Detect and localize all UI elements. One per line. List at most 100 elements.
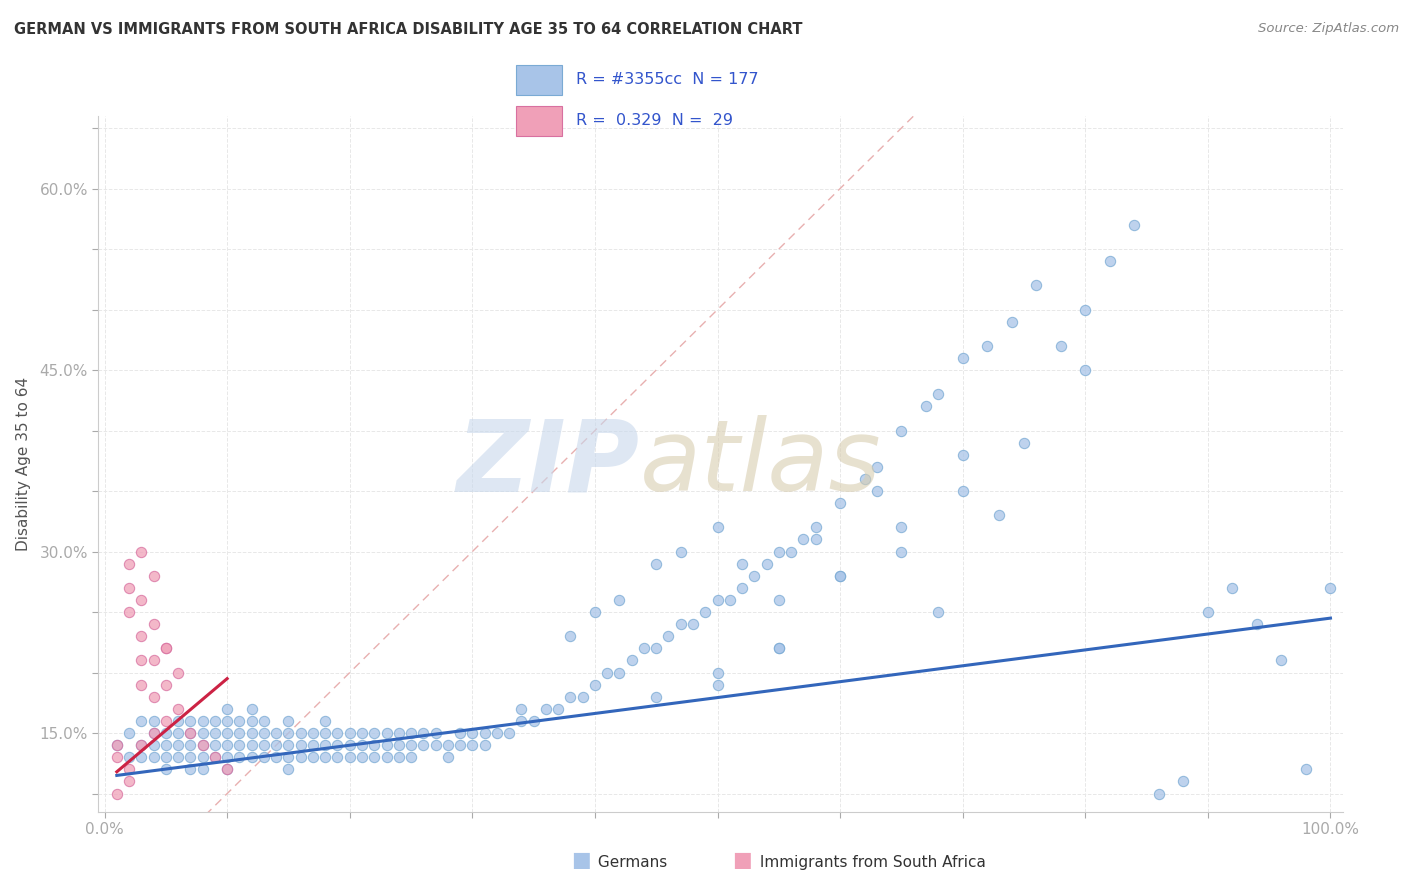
Text: ■: ■ (571, 850, 591, 870)
Point (191, 750, 214, 764)
Point (339, 750, 361, 764)
Point (596, 665, 619, 680)
Point (314, 714, 336, 728)
Point (768, 593, 790, 607)
Point (952, 484, 974, 499)
Point (399, 738, 422, 752)
Point (375, 738, 398, 752)
Point (645, 690, 668, 704)
Point (547, 702, 569, 716)
Text: Immigrants from South Africa: Immigrants from South Africa (755, 855, 986, 870)
Point (474, 726, 496, 740)
Point (695, 605, 717, 619)
Point (326, 738, 349, 752)
Point (669, 544, 692, 558)
Point (155, 641, 177, 656)
Point (105, 738, 128, 752)
Point (131, 714, 153, 728)
Point (768, 641, 790, 656)
Point (167, 750, 190, 764)
Point (1001, 315, 1024, 329)
Point (927, 605, 949, 619)
Point (290, 726, 312, 740)
Point (350, 750, 373, 764)
Point (142, 726, 165, 740)
Point (890, 544, 912, 558)
Point (830, 496, 852, 510)
Point (155, 750, 177, 764)
Point (277, 763, 299, 777)
Point (217, 763, 239, 777)
Point (264, 750, 287, 764)
Point (217, 763, 239, 777)
Point (412, 726, 434, 740)
Point (118, 763, 141, 777)
Point (253, 714, 276, 728)
Point (412, 738, 434, 752)
Point (131, 738, 153, 752)
Point (1074, 363, 1097, 377)
Point (167, 726, 190, 740)
Point (645, 641, 668, 656)
Point (1222, 581, 1244, 595)
Point (228, 714, 250, 728)
Point (277, 738, 299, 752)
Point (155, 726, 177, 740)
Point (399, 750, 422, 764)
Point (204, 738, 226, 752)
Point (399, 726, 422, 740)
Point (523, 714, 546, 728)
Point (131, 738, 153, 752)
Point (449, 738, 471, 752)
Point (302, 750, 325, 764)
Point (560, 690, 582, 704)
Point (988, 508, 1011, 523)
Point (277, 726, 299, 740)
Point (657, 629, 679, 643)
Point (155, 738, 177, 752)
Point (167, 702, 190, 716)
Point (105, 738, 128, 752)
Point (240, 750, 263, 764)
Point (375, 750, 398, 764)
Point (534, 702, 557, 716)
Text: Source: ZipAtlas.com: Source: ZipAtlas.com (1258, 22, 1399, 36)
Point (804, 520, 827, 534)
Point (217, 750, 239, 764)
Point (179, 726, 201, 740)
Point (1295, 763, 1317, 777)
Point (609, 593, 631, 607)
Point (780, 544, 803, 558)
Point (583, 678, 606, 692)
Point (179, 738, 201, 752)
Point (718, 593, 741, 607)
Point (167, 714, 190, 728)
Point (131, 593, 153, 607)
Point (142, 690, 165, 704)
Point (742, 568, 765, 582)
Point (388, 738, 411, 752)
Point (264, 726, 287, 740)
Point (633, 641, 655, 656)
Point (706, 520, 728, 534)
Point (755, 557, 778, 571)
Point (314, 738, 336, 752)
Point (1025, 278, 1047, 293)
Point (927, 387, 949, 401)
Point (118, 581, 141, 595)
Point (228, 750, 250, 764)
Point (1173, 774, 1195, 789)
Point (1012, 435, 1035, 450)
Point (326, 726, 349, 740)
Point (952, 448, 974, 462)
Point (510, 702, 533, 716)
Point (866, 459, 889, 474)
Point (253, 738, 276, 752)
Text: ZIP: ZIP (457, 416, 640, 512)
Point (240, 714, 263, 728)
Point (131, 678, 153, 692)
Point (449, 726, 471, 740)
Point (217, 738, 239, 752)
FancyBboxPatch shape (516, 65, 562, 95)
Point (571, 690, 593, 704)
